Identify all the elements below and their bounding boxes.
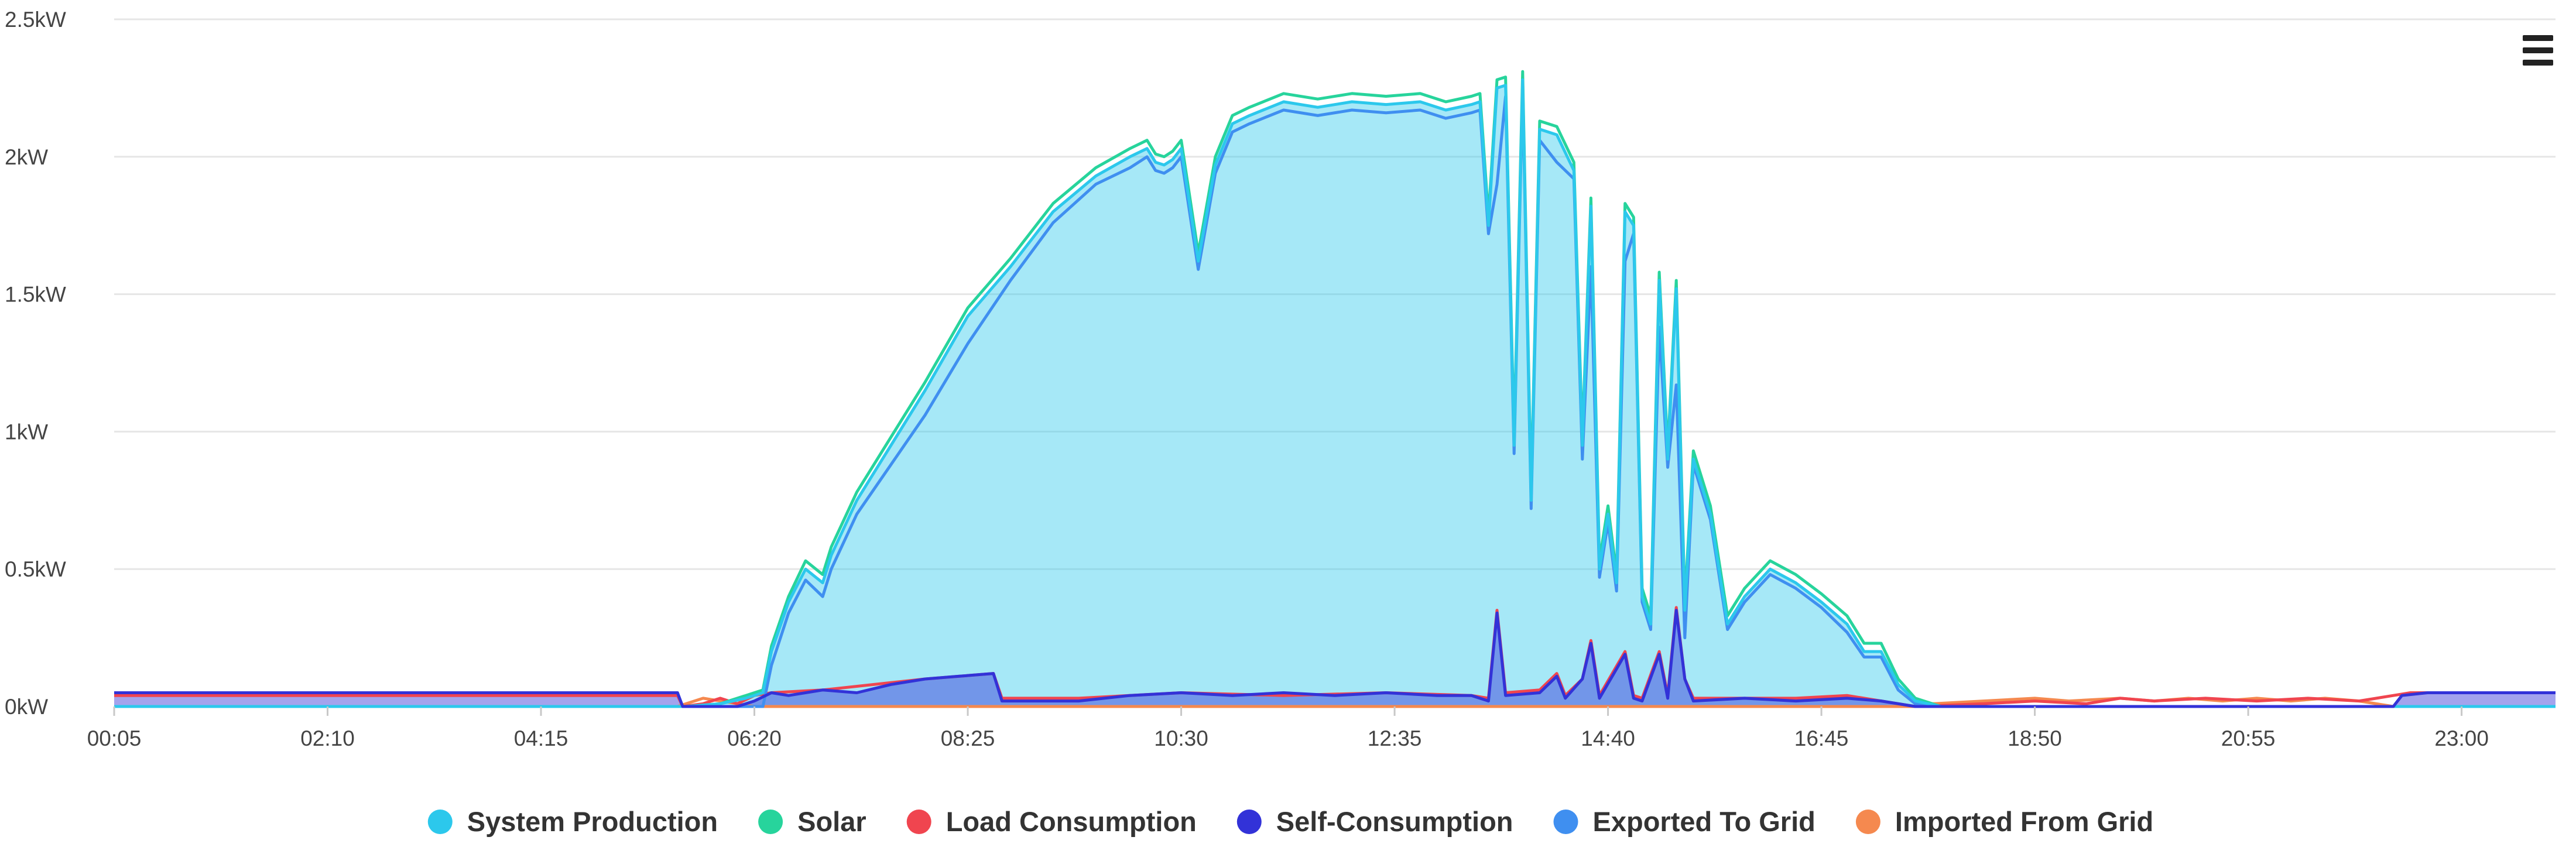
y-tick-label: 0kW <box>5 695 48 719</box>
y-tick-label: 2kW <box>5 145 48 169</box>
legend-label: Imported From Grid <box>1895 806 2153 837</box>
x-tick-label: 18:50 <box>2008 726 2062 750</box>
area-system-production <box>114 80 2556 706</box>
legend-item-solar[interactable]: Solar <box>758 806 866 837</box>
x-tick-label: 23:00 <box>2434 726 2489 750</box>
legend-item-exported-to-grid[interactable]: Exported To Grid <box>1553 806 1815 837</box>
legend-item-self-consumption[interactable]: Self-Consumption <box>1236 806 1513 837</box>
x-tick-label: 08:25 <box>941 726 995 750</box>
y-tick-label: 2.5kW <box>5 8 66 32</box>
line-self-consumption <box>114 609 2556 708</box>
series-layer <box>114 70 2556 708</box>
legend-marker <box>427 810 453 834</box>
x-tick-label: 10:30 <box>1154 726 1208 750</box>
x-tick-label: 16:45 <box>1794 726 1849 750</box>
legend-item-system-production[interactable]: System Production <box>427 806 718 837</box>
legend-marker <box>1855 810 1880 834</box>
hamburger-menu-button[interactable] <box>2515 27 2561 74</box>
y-tick-label: 0.5kW <box>5 557 66 581</box>
hamburger-bar <box>2523 60 2553 66</box>
legend-marker <box>1236 810 1262 834</box>
x-tick-label: 02:10 <box>300 726 355 750</box>
legend: System Production Solar Load Consumption Se… <box>427 806 2153 837</box>
legend-marker <box>758 810 783 834</box>
legend-label: System Production <box>467 806 718 837</box>
x-tick-label: 12:35 <box>1368 726 1422 750</box>
x-tick-label: 20:55 <box>2221 726 2276 750</box>
x-tick-label: 04:15 <box>514 726 568 750</box>
hamburger-bar <box>2523 47 2553 53</box>
x-tick-label: 14:40 <box>1581 726 1635 750</box>
legend-label: Load Consumption <box>946 806 1197 837</box>
x-tick-label: 06:20 <box>727 726 782 750</box>
y-tick-label: 1kW <box>5 420 48 444</box>
legend-marker <box>1553 810 1578 834</box>
legend-item-imported-from-grid[interactable]: Imported From Grid <box>1855 806 2153 837</box>
line-system-production <box>114 78 2556 708</box>
legend-item-load-consumption[interactable]: Load Consumption <box>906 806 1197 837</box>
legend-marker <box>906 810 931 834</box>
legend-label: Self-Consumption <box>1276 806 1513 837</box>
axes: 0kW 0.5kW 1kW 1.5kW 2kW 2.5kW 00:05 02:10 04:15 0… <box>5 8 2489 750</box>
legend-label: Solar <box>797 806 866 837</box>
hamburger-bar <box>2523 35 2553 41</box>
legend-label: Exported To Grid <box>1593 806 1815 837</box>
y-tick-label: 1.5kW <box>5 283 66 307</box>
x-tick-label: 00:05 <box>87 726 142 750</box>
